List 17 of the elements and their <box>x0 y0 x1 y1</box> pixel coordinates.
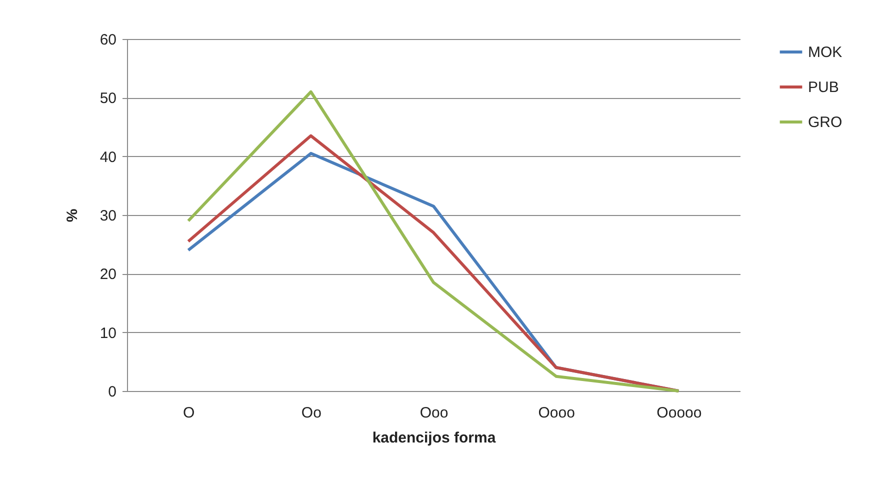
y-tick-label: 40 <box>100 148 116 166</box>
y-tick-label: 60 <box>100 32 116 48</box>
x-tick-label: Oooo <box>538 404 575 422</box>
x-tick-label: Oo <box>301 404 322 422</box>
y-tick-label: 0 <box>108 384 116 400</box>
legend-label: GRO <box>808 114 842 131</box>
x-tick-label: Ooooo <box>656 404 702 422</box>
y-tick-label: 30 <box>100 208 116 224</box>
legend-label: PUB <box>808 79 839 96</box>
x-tick-label: O <box>182 404 195 422</box>
x-axis-title: kadencijos forma <box>372 430 496 446</box>
y-tick-label: 10 <box>100 324 116 342</box>
y-tick-label: 20 <box>100 266 116 284</box>
x-tick-label: Ooo <box>420 404 448 422</box>
y-axis-title: % <box>64 208 81 222</box>
y-tick-label: 50 <box>100 90 116 108</box>
legend-label: MOK <box>808 44 842 61</box>
